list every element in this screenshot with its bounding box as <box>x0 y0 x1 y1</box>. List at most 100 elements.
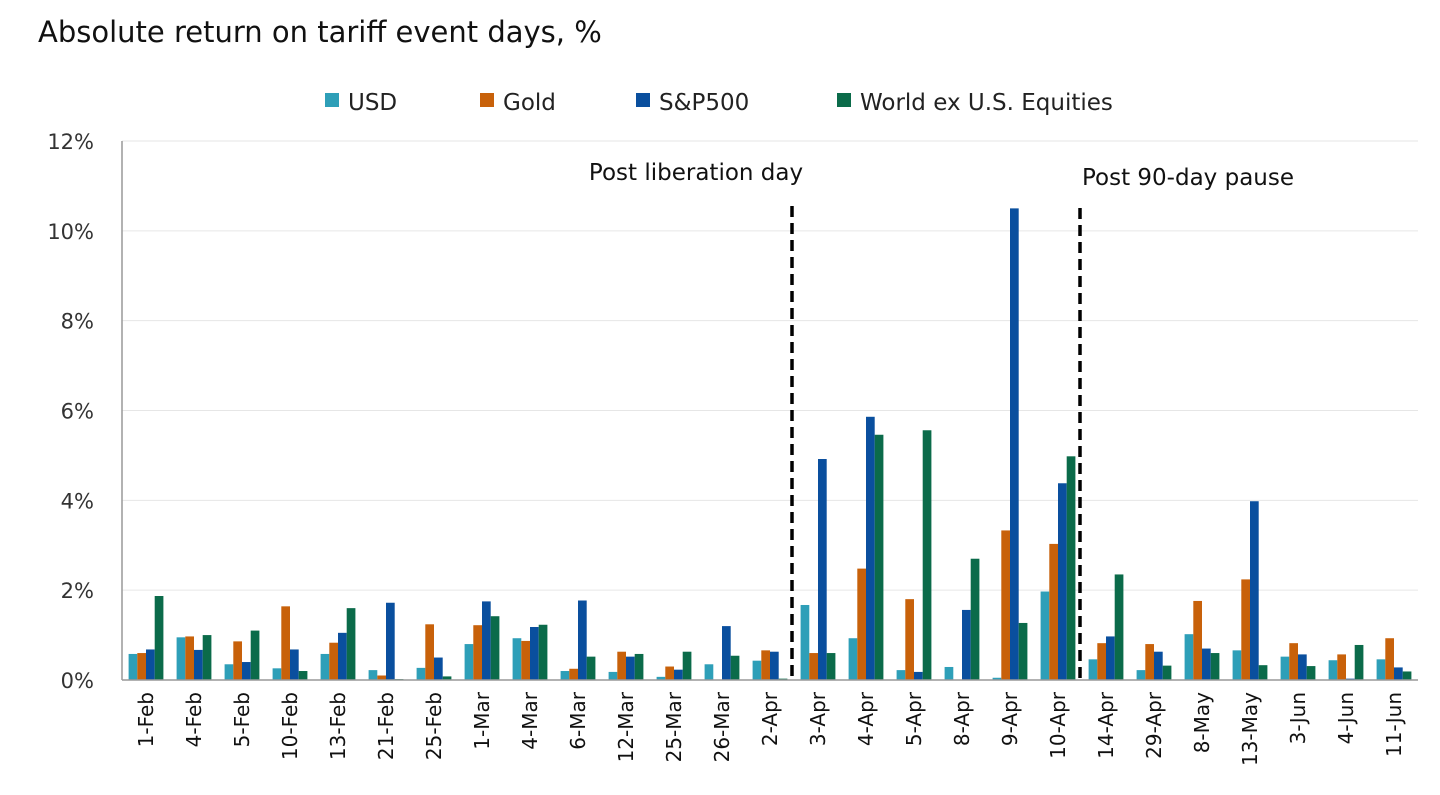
x-tick-label: 3-Apr <box>806 691 830 746</box>
bar-gold <box>377 675 386 680</box>
bar-gold <box>761 650 770 680</box>
x-tick-label: 13-May <box>1238 692 1262 766</box>
bar-gold <box>425 624 434 680</box>
x-tick-label: 25-Feb <box>422 692 446 760</box>
bar-world-ex-u-s-equities <box>154 596 164 680</box>
x-tick-label: 1-Mar <box>470 691 494 749</box>
bar-s-p500 <box>1394 667 1403 680</box>
bars <box>128 208 1412 680</box>
bar-world-ex-u-s-equities <box>1114 574 1124 680</box>
bar-gold <box>233 641 242 680</box>
legend-swatch <box>480 93 494 107</box>
x-tick-label: 4-Apr <box>854 691 878 746</box>
annotation-label: Post 90-day pause <box>1082 165 1294 191</box>
y-tick-label: 2% <box>61 579 94 603</box>
bar-world-ex-u-s-equities <box>1210 653 1220 680</box>
bar-gold <box>329 642 338 680</box>
x-tick-label: 25-Mar <box>662 691 686 762</box>
x-tick-label: 13-Feb <box>326 692 350 760</box>
bar-usd <box>848 638 858 680</box>
bar-usd <box>1088 659 1098 680</box>
x-tick-label: 10-Feb <box>278 692 302 760</box>
bar-s-p500 <box>1298 654 1307 680</box>
bar-s-p500 <box>770 651 779 680</box>
bar-gold <box>1385 638 1394 680</box>
annotations: Post liberation day Post 90-day pause <box>589 160 1294 680</box>
legend-label: USD <box>348 90 397 116</box>
bar-world-ex-u-s-equities <box>202 635 212 680</box>
y-tick-label: 12% <box>47 130 94 154</box>
bar-s-p500 <box>914 671 923 680</box>
bar-world-ex-u-s-equities <box>1354 644 1364 680</box>
bar-world-ex-u-s-equities <box>1306 666 1316 680</box>
x-tick-label: 26-Mar <box>710 691 734 762</box>
bar-gold <box>569 668 578 680</box>
x-tick-label: 14-Apr <box>1094 691 1118 759</box>
legend-swatch <box>837 93 851 107</box>
bar-s-p500 <box>434 657 443 680</box>
annotation-label: Post liberation day <box>589 160 803 186</box>
x-tick-label: 9-Apr <box>998 691 1022 746</box>
bar-world-ex-u-s-equities <box>346 608 356 680</box>
bar-usd <box>1184 634 1194 680</box>
bar-s-p500 <box>290 649 299 680</box>
bar-usd <box>944 666 954 680</box>
bar-world-ex-u-s-equities <box>250 630 260 680</box>
bar-gold <box>857 568 866 680</box>
bar-gold <box>1001 530 1010 680</box>
bar-world-ex-u-s-equities <box>826 653 836 680</box>
legend-swatch <box>325 93 339 107</box>
bar-gold <box>665 666 674 680</box>
bar-s-p500 <box>578 600 587 680</box>
bar-usd <box>272 668 282 680</box>
x-tick-label: 1-Feb <box>134 692 158 747</box>
bar-usd <box>1232 650 1242 680</box>
bar-world-ex-u-s-equities <box>874 434 884 680</box>
bar-world-ex-u-s-equities <box>1162 665 1172 680</box>
bar-world-ex-u-s-equities <box>586 656 596 680</box>
bar-s-p500 <box>386 602 395 680</box>
bar-world-ex-u-s-equities <box>442 676 452 680</box>
x-tick-label: 4-Feb <box>182 692 206 747</box>
bar-gold <box>185 636 194 680</box>
bar-usd <box>320 653 330 680</box>
bar-s-p500 <box>1058 483 1067 680</box>
bar-s-p500 <box>962 609 971 680</box>
bar-s-p500 <box>1250 501 1259 680</box>
bar-s-p500 <box>1010 208 1019 680</box>
legend: USD Gold S&P500 World ex U.S. Equities <box>325 90 1113 116</box>
bar-gold <box>1337 654 1346 680</box>
bar-usd <box>896 670 906 680</box>
x-tick-label: 5-Apr <box>902 691 926 746</box>
gridlines <box>122 140 1418 591</box>
x-tick-label: 21-Feb <box>374 692 398 760</box>
bar-usd <box>512 638 522 680</box>
y-tick-label: 6% <box>61 400 94 424</box>
bar-s-p500 <box>674 669 683 680</box>
bar-gold <box>1241 579 1250 680</box>
bar-world-ex-u-s-equities <box>634 653 644 680</box>
bar-usd <box>560 671 570 680</box>
x-tick-label: 29-Apr <box>1142 691 1166 759</box>
legend-swatch <box>636 93 650 107</box>
bar-gold <box>1097 643 1106 680</box>
x-tick-label: 6-Mar <box>566 691 590 749</box>
bar-s-p500 <box>1202 648 1211 680</box>
bar-gold <box>1145 644 1154 680</box>
bar-world-ex-u-s-equities <box>970 558 980 680</box>
x-tick-label: 4-Jun <box>1334 692 1358 744</box>
bar-gold <box>905 599 914 680</box>
bar-usd <box>128 653 138 680</box>
bar-usd <box>464 644 474 680</box>
bar-usd <box>1376 659 1386 680</box>
bar-world-ex-u-s-equities <box>1402 671 1412 680</box>
bar-gold <box>1049 543 1058 680</box>
legend-label: S&P500 <box>659 90 749 116</box>
bar-gold <box>521 640 530 680</box>
bar-usd <box>1280 656 1290 680</box>
bar-world-ex-u-s-equities <box>1018 622 1028 680</box>
bar-usd <box>608 671 618 680</box>
bar-usd <box>752 660 762 680</box>
bar-s-p500 <box>482 601 491 680</box>
